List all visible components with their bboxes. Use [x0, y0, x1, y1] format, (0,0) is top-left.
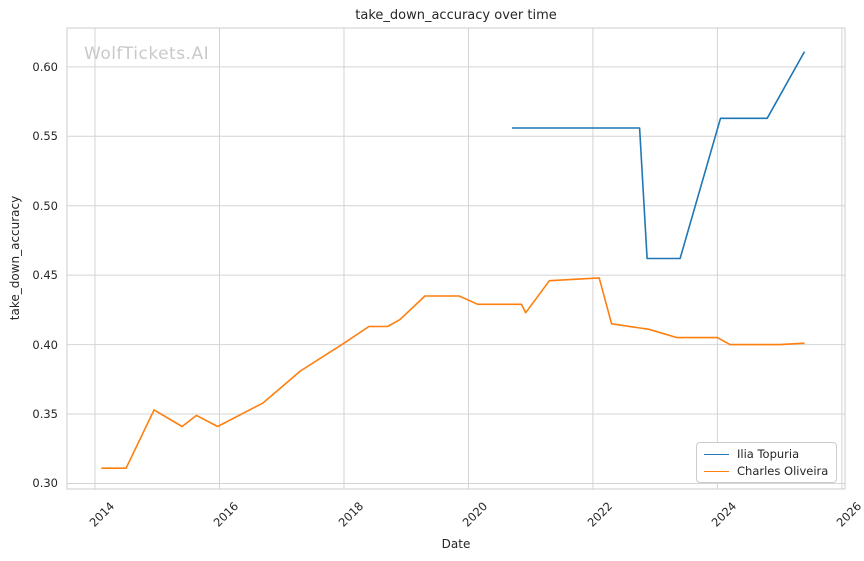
y-tick-label: 0.30 — [32, 476, 58, 491]
series-line-ilia-topuria — [512, 51, 806, 260]
y-axis-label-text: take_down_accuracy — [8, 195, 22, 321]
plot-border — [66, 27, 846, 490]
series-line-charles-oliveira — [101, 277, 805, 470]
legend-label: Charles Oliveira — [737, 464, 829, 478]
y-tick-label: 0.35 — [32, 407, 58, 422]
legend-line-swatch — [704, 470, 729, 472]
y-tick-label: 0.50 — [32, 198, 58, 213]
legend-line-swatch — [704, 453, 729, 455]
y-tick-label: 0.40 — [32, 337, 58, 352]
y-tick-label: 0.55 — [32, 129, 58, 144]
legend-label: Ilia Topuria — [737, 447, 800, 461]
y-tick-label: 0.60 — [32, 59, 58, 74]
chart-title: take_down_accuracy over time — [355, 8, 557, 23]
legend-item-charles-oliveira: Charles Oliveira — [704, 464, 829, 478]
watermark: WolfTickets.AI — [84, 44, 210, 64]
x-axis-label: Date — [441, 537, 471, 551]
y-tick-label: 0.45 — [32, 268, 58, 283]
legend-item-ilia-topuria: Ilia Topuria — [704, 447, 829, 461]
legend: Ilia Topuria Charles Oliveira — [696, 442, 837, 483]
